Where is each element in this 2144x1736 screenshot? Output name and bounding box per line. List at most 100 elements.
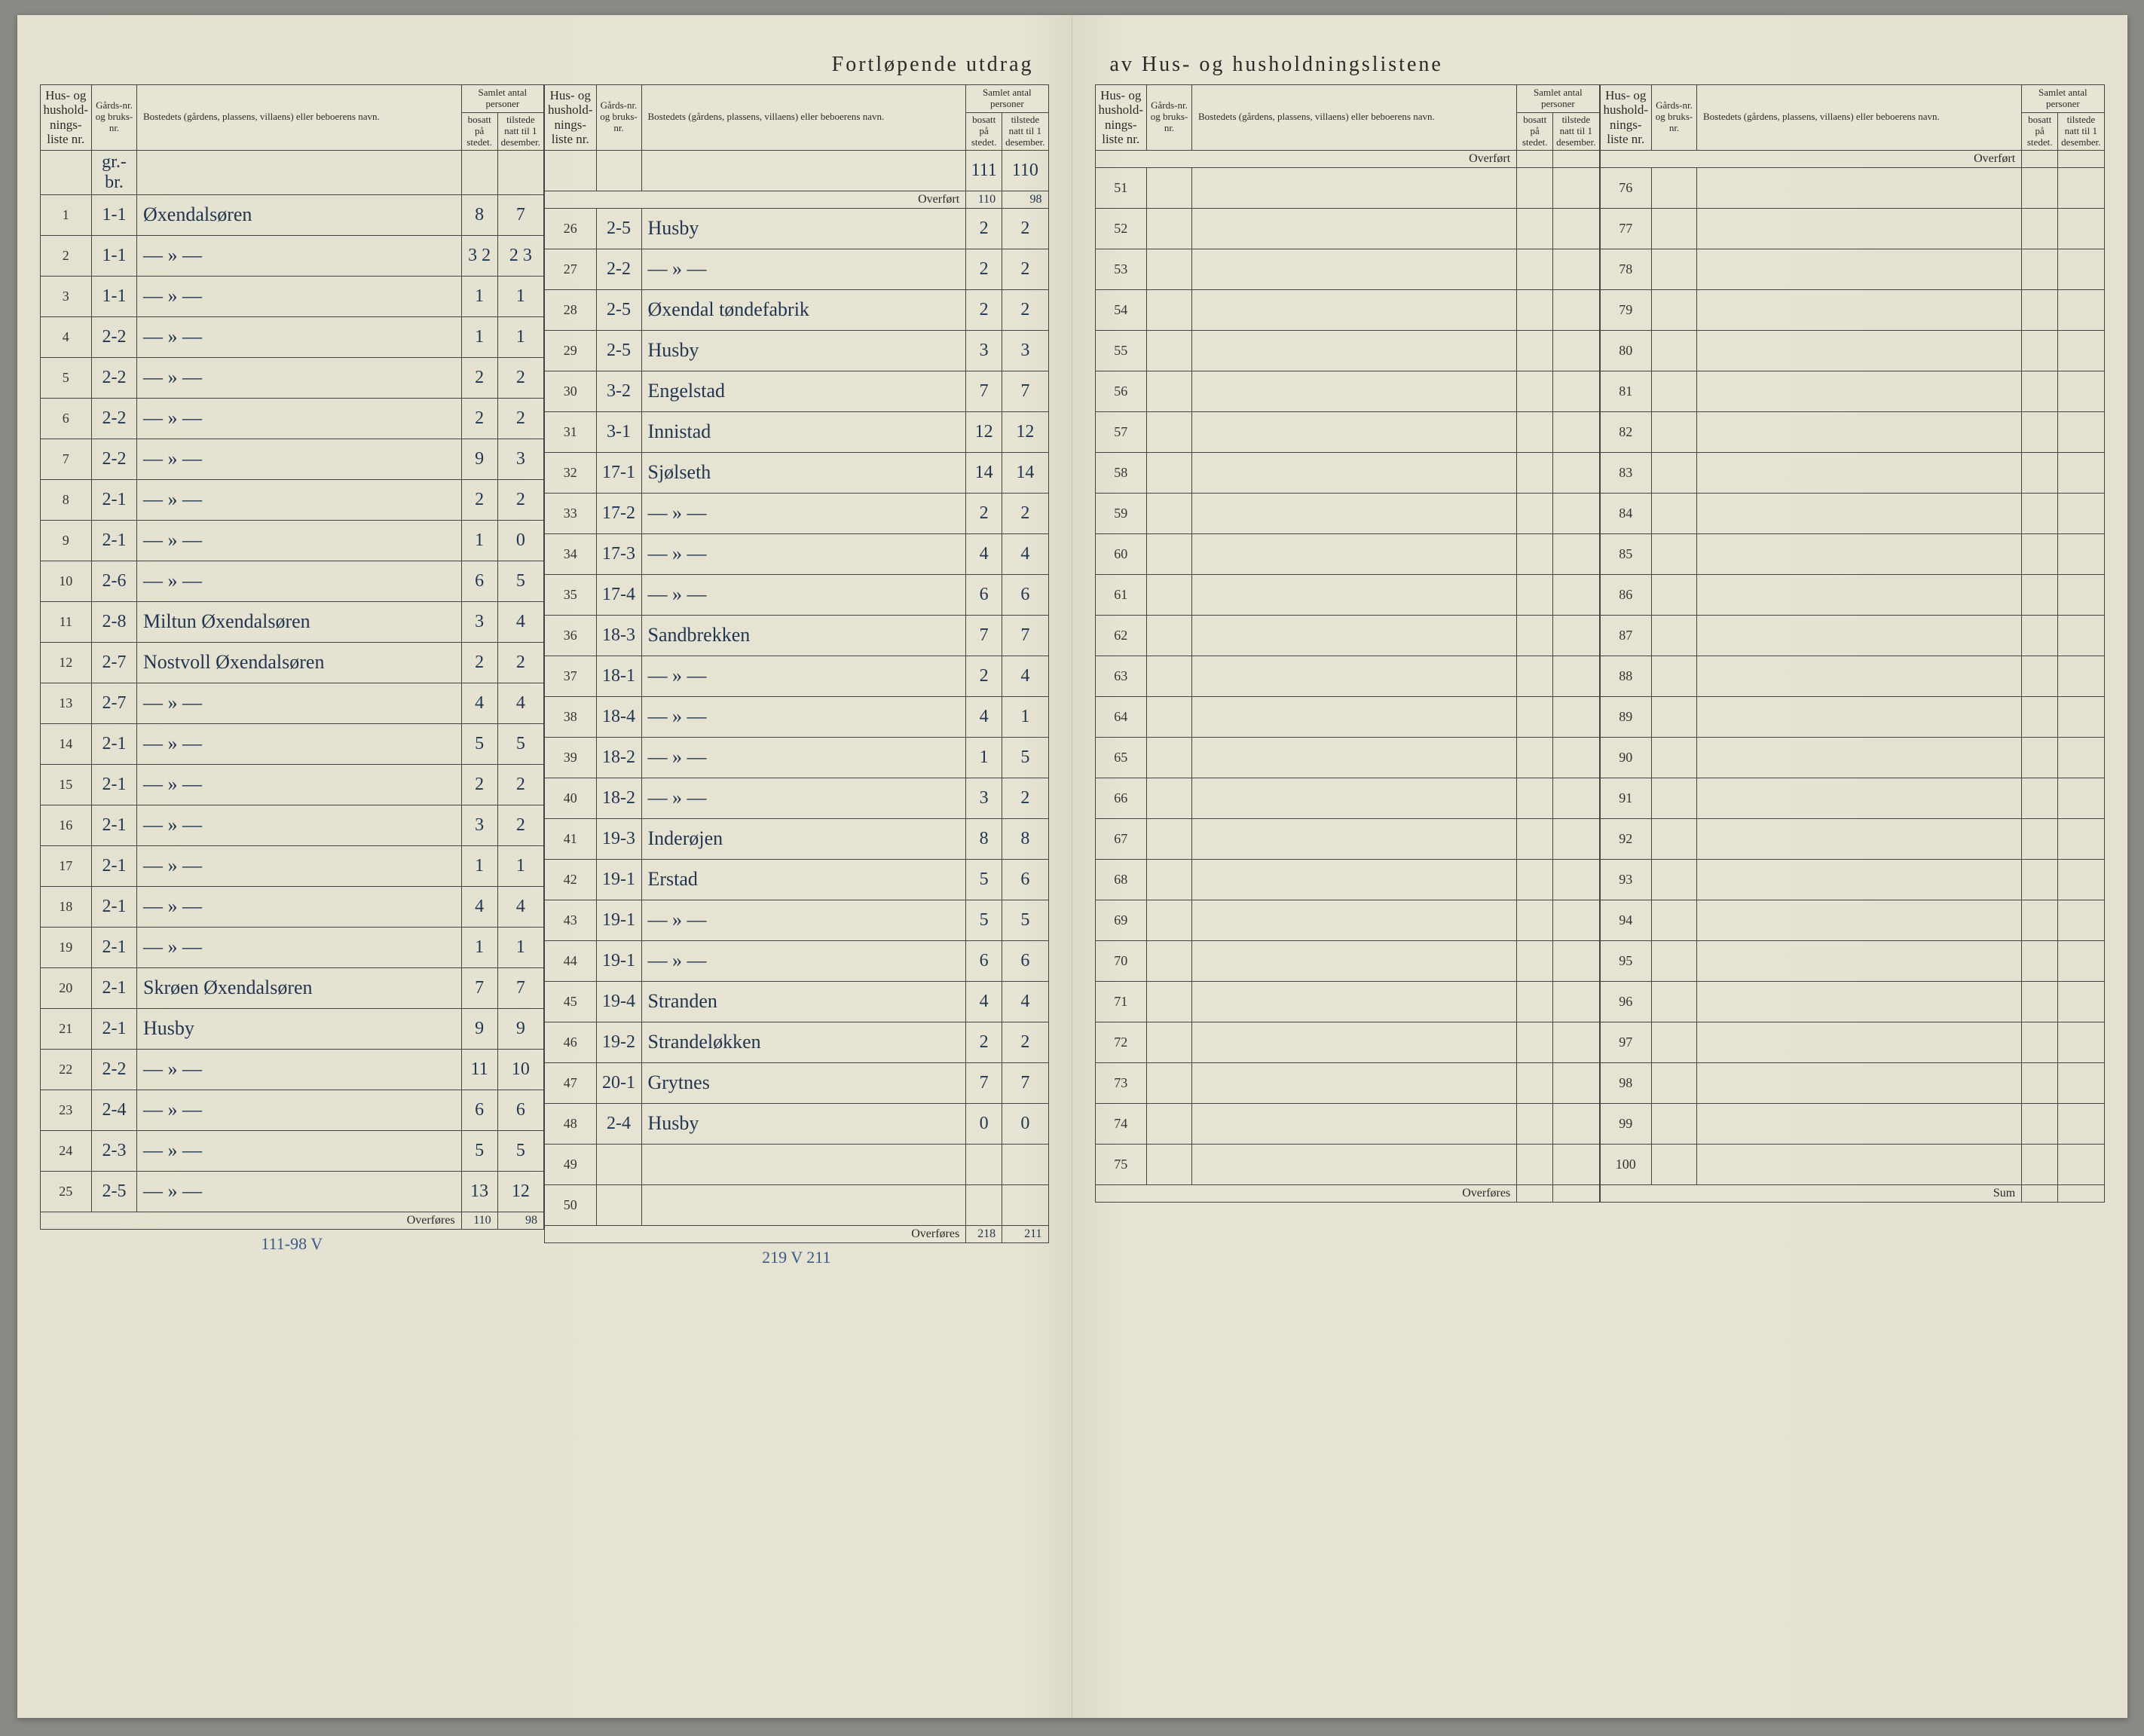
cell — [1517, 411, 1553, 452]
table-row: 242-3— » —55 — [40, 1130, 544, 1171]
cell — [1553, 778, 1599, 818]
table-row: 4119-3Inderøjen88 — [545, 818, 1049, 859]
table-row: 11-1Øxendalsøren87 — [40, 194, 544, 235]
cell: 1 — [461, 316, 497, 357]
cell — [1652, 859, 1697, 900]
cell: 19 — [40, 927, 92, 967]
cell: — » — — [137, 439, 462, 479]
cell — [1192, 208, 1517, 249]
cell — [2058, 940, 2104, 981]
cell: 43 — [545, 900, 597, 940]
cell: 18-3 — [596, 615, 641, 656]
cell — [1147, 818, 1192, 859]
cell: — » — — [137, 561, 462, 601]
cell — [2058, 493, 2104, 533]
cell: 1 — [497, 316, 543, 357]
table-row: 232-4— » —66 — [40, 1090, 544, 1130]
hdr-gnr: Gårds-nr. og bruks-nr. — [92, 85, 137, 151]
cell: 2-4 — [92, 1090, 137, 1130]
cell — [1147, 737, 1192, 778]
cell: 90 — [1600, 737, 1652, 778]
cell — [1697, 859, 2022, 900]
cell: 9 — [40, 520, 92, 561]
cell: 16 — [40, 805, 92, 845]
cell: — » — — [137, 683, 462, 723]
cell — [1652, 940, 1697, 981]
cell: — » — — [137, 316, 462, 357]
cell: 4 — [497, 886, 543, 927]
overfores-label: Overføres — [40, 1212, 461, 1229]
cell — [2022, 737, 2058, 778]
cell — [1147, 1022, 1192, 1062]
cell: 4 — [40, 316, 92, 357]
cell — [1553, 249, 1599, 289]
cell: 5 — [1002, 900, 1048, 940]
left-ledger: Hus- og hushold-nings-liste nr. Gårds-nr… — [40, 84, 1049, 1267]
table-row: 3417-3— » —44 — [545, 533, 1049, 574]
cell: 6 — [497, 1090, 543, 1130]
cell: — » — — [137, 1130, 462, 1171]
cell: 99 — [1600, 1103, 1652, 1144]
cell — [2022, 533, 2058, 574]
cell: 2 — [966, 289, 1002, 330]
cell: 2-7 — [92, 642, 137, 683]
cell: 4 — [497, 601, 543, 642]
cell: 2-5 — [596, 289, 641, 330]
cell: 5 — [966, 859, 1002, 900]
table-row: 82 — [1600, 411, 2104, 452]
cell: 75 — [1095, 1144, 1147, 1184]
table-row: 70 — [1095, 940, 1599, 981]
cell: — » — — [137, 479, 462, 520]
cell — [1517, 533, 1553, 574]
cell — [1517, 859, 1553, 900]
cell: — » — — [641, 249, 966, 289]
cell — [2058, 574, 2104, 615]
cell — [2022, 411, 2058, 452]
cell: 1 — [1002, 696, 1048, 737]
cell: 19-1 — [596, 900, 641, 940]
cell: 66 — [1095, 778, 1147, 818]
cell: 8 — [966, 818, 1002, 859]
table-header: Hus- og hushold-nings-liste nr. Gårds-nr… — [1600, 85, 2104, 151]
cell — [1192, 859, 1517, 900]
cell — [1553, 615, 1599, 656]
cell: 63 — [1095, 656, 1147, 696]
table-row: 212-1Husby99 — [40, 1008, 544, 1049]
hdr-listnr: Hus- og hushold-nings-liste nr. — [545, 85, 597, 151]
overfort-label: Overført — [545, 191, 966, 208]
cell — [1147, 411, 1192, 452]
tbody-block-2: 111 110 Overført 110 98 — [545, 150, 1049, 208]
table-row: 69 — [1095, 900, 1599, 940]
cell: 2-1 — [92, 927, 137, 967]
cell — [1517, 574, 1553, 615]
table-row: 49 — [545, 1144, 1049, 1184]
cell: 18-4 — [596, 696, 641, 737]
ledger-block-2: Hus- og hushold-nings-liste nr. Gårds-nr… — [544, 84, 1049, 1267]
cell — [2058, 330, 2104, 371]
cell — [1147, 981, 1192, 1022]
cell: 45 — [545, 981, 597, 1022]
cell — [1147, 371, 1192, 411]
cell: 8 — [461, 194, 497, 235]
right-ledger: Hus- og hushold-nings-liste nr. Gårds-nr… — [1095, 84, 2105, 1203]
cell: 80 — [1600, 330, 1652, 371]
cell: Innistad — [641, 411, 966, 452]
cell: 18 — [40, 886, 92, 927]
cell: 13 — [461, 1171, 497, 1212]
cell: 33 — [545, 493, 597, 533]
cell — [1517, 452, 1553, 493]
cell: 17 — [40, 845, 92, 886]
cell: 29 — [545, 330, 597, 371]
cell: 0 — [966, 1103, 1002, 1144]
cell: 2-1 — [92, 764, 137, 805]
table-row: 162-1— » —32 — [40, 805, 544, 845]
cell — [1192, 737, 1517, 778]
cell — [1147, 859, 1192, 900]
cell — [2022, 778, 2058, 818]
cell — [1192, 900, 1517, 940]
cell: 14 — [1002, 452, 1048, 493]
cell — [1652, 818, 1697, 859]
cell — [2058, 1103, 2104, 1144]
table-row: 3918-2— » —15 — [545, 737, 1049, 778]
cell — [1147, 249, 1192, 289]
